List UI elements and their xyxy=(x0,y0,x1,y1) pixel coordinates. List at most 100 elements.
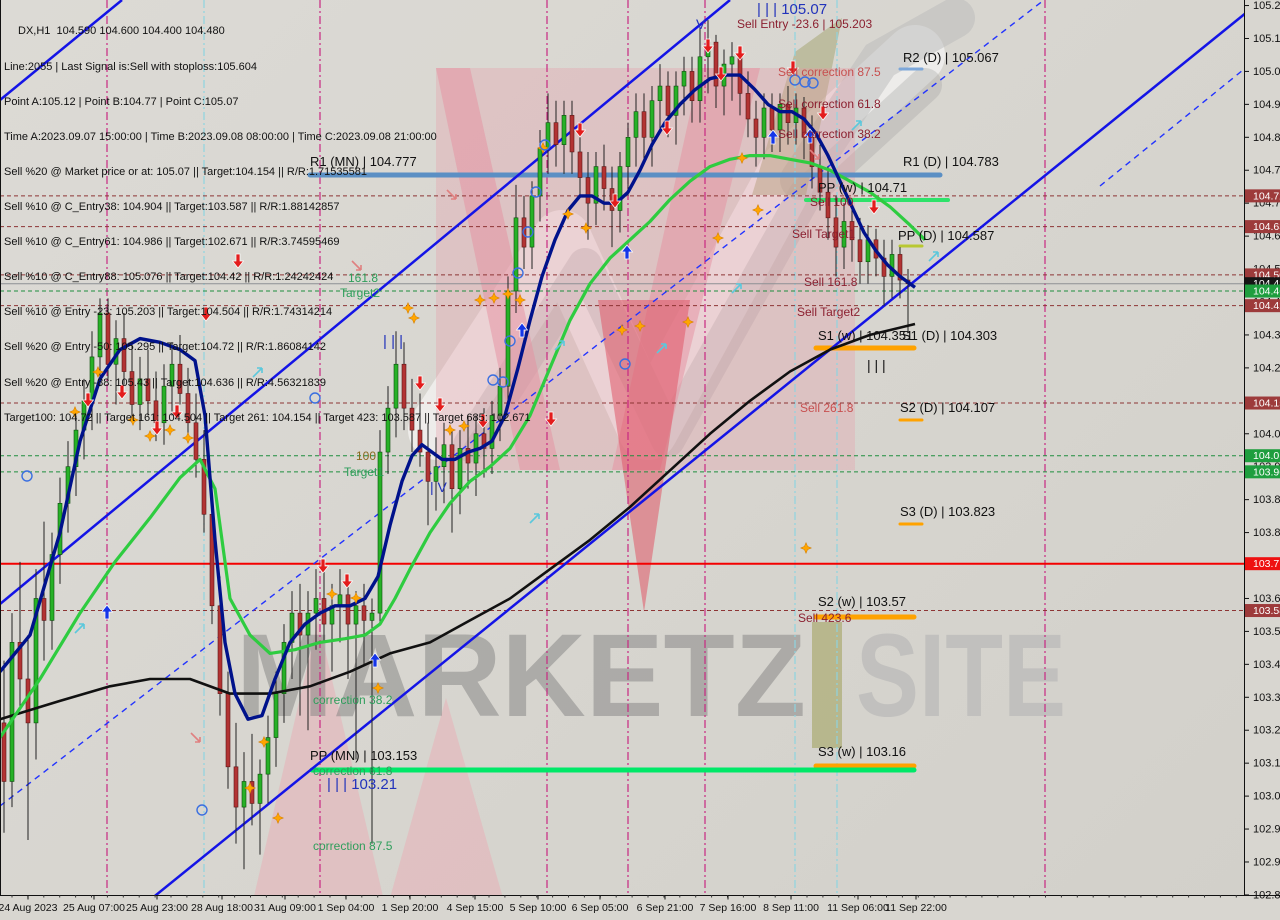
deal-circle-icon xyxy=(530,186,542,198)
star-signal-icon xyxy=(615,323,629,337)
chart-annotation: Sell Target1 xyxy=(792,227,855,241)
buy-arrow-icon xyxy=(368,652,382,668)
candle-up xyxy=(441,444,447,468)
price-badge-label: 104.636 xyxy=(1253,221,1280,233)
candle-down xyxy=(425,451,431,482)
candle-up xyxy=(433,466,439,482)
candle-up xyxy=(241,781,247,808)
chart-annotation: Sell correction 61.8 xyxy=(778,97,881,111)
trend-channel-line xyxy=(0,0,123,101)
price-tick-label: 103.800 xyxy=(1253,527,1280,539)
deal-circle-icon xyxy=(799,76,811,88)
time-tick-label: 1 Sep 04:00 xyxy=(318,902,375,914)
price-badge-label: 103.966 xyxy=(1253,466,1280,478)
star-signal-icon xyxy=(401,301,415,315)
ma-black xyxy=(0,322,916,721)
sell-arrow-icon xyxy=(115,384,129,400)
candle-down xyxy=(41,598,47,621)
candle-up xyxy=(33,598,39,724)
sell-arrow-icon xyxy=(81,392,95,408)
star-signal-icon xyxy=(579,221,593,235)
chart-annotation: Sell correction 87.5 xyxy=(778,65,881,79)
price-tick-label: 103.170 xyxy=(1253,758,1280,770)
deal-circle-icon xyxy=(522,226,534,238)
star-signal-icon xyxy=(561,207,575,221)
watermark-m-leg-left xyxy=(436,68,560,470)
deal-circle-icon xyxy=(309,392,321,404)
sell-arrow-icon xyxy=(544,411,558,427)
sell-arrow-icon xyxy=(231,253,245,269)
time-tick-label: 28 Aug 18:00 xyxy=(191,902,253,914)
candle-up xyxy=(657,85,663,102)
price-tick-label: 102.810 xyxy=(1253,889,1280,901)
watermark-text-marketz: MARKETZ xyxy=(236,610,806,742)
candle-up xyxy=(697,56,703,102)
chart-annotation: Target2 xyxy=(340,286,380,300)
time-tick-label: 11 Sep 22:00 xyxy=(885,902,947,914)
candle-up xyxy=(625,137,631,167)
star-signal-icon xyxy=(513,293,527,307)
watermark-triangle-2 xyxy=(388,698,505,905)
sell-arrow-icon xyxy=(170,404,184,420)
sell-arrow-icon xyxy=(573,122,587,138)
ma-navy xyxy=(0,73,917,721)
price-tick-label: 103.890 xyxy=(1253,494,1280,506)
price-badge-label: 104.720 xyxy=(1253,190,1280,202)
candle-down xyxy=(897,254,903,281)
star-signal-icon xyxy=(181,431,195,445)
sell-arrow-icon xyxy=(733,45,747,61)
candle-up xyxy=(729,56,735,65)
price-badge xyxy=(1245,189,1280,203)
candle-down xyxy=(745,93,751,120)
time-tick-label: 8 Sep 11:00 xyxy=(763,902,819,914)
outline-arrow-up-icon xyxy=(928,251,939,262)
star-signal-icon xyxy=(711,231,725,245)
price-tick-label: 103.080 xyxy=(1253,791,1280,803)
time-tick-label: 1 Sep 20:00 xyxy=(382,902,439,914)
deal-circle-icon xyxy=(504,335,516,347)
outline-arrow-up-icon xyxy=(74,623,85,634)
candle-down xyxy=(225,693,231,768)
sell-arrow-icon xyxy=(701,38,715,54)
candle-up xyxy=(369,612,375,621)
candle-up xyxy=(529,195,535,248)
star-signal-icon xyxy=(271,811,285,825)
chart-annotation: PP (MN) | 103.153 xyxy=(310,748,417,763)
chart-annotation: | | | xyxy=(383,333,403,350)
price-tick-label: 105.150 xyxy=(1253,33,1280,45)
candle-down xyxy=(233,766,239,808)
candle-up xyxy=(353,605,359,625)
price-badge xyxy=(1245,284,1280,298)
chart-annotation: | V xyxy=(430,479,448,495)
candle-down xyxy=(121,338,127,372)
time-tick-label: 7 Sep 16:00 xyxy=(700,902,757,914)
price-badge xyxy=(1245,220,1280,234)
star-signal-icon xyxy=(443,423,457,437)
candle-up xyxy=(169,363,175,387)
chart-annotation: R1 (MN) | 104.777 xyxy=(310,154,417,169)
price-tick-label: 104.250 xyxy=(1253,362,1280,374)
candle-down xyxy=(105,312,111,365)
candle-up xyxy=(617,166,623,211)
price-tick-label: 104.790 xyxy=(1253,165,1280,177)
star-signal-icon xyxy=(473,293,487,307)
candle-down xyxy=(785,104,791,123)
candle-up xyxy=(281,642,287,694)
deal-circle-icon xyxy=(539,139,551,151)
sell-arrow-icon xyxy=(660,120,674,136)
buy-arrow-icon xyxy=(100,604,114,620)
chart-annotation: | | | 103.21 xyxy=(327,776,397,793)
candle-down xyxy=(417,429,423,453)
price-tick-label: 102.900 xyxy=(1253,856,1280,868)
candle-down xyxy=(201,459,207,515)
sell-arrow-icon xyxy=(150,420,164,436)
price-tick-label: 105.060 xyxy=(1253,66,1280,78)
candle-down xyxy=(753,118,759,138)
star-signal-icon xyxy=(799,541,813,555)
price-badge xyxy=(1245,604,1280,618)
candle-up xyxy=(257,773,263,804)
candle-down xyxy=(553,122,559,145)
candle-down xyxy=(569,115,575,153)
